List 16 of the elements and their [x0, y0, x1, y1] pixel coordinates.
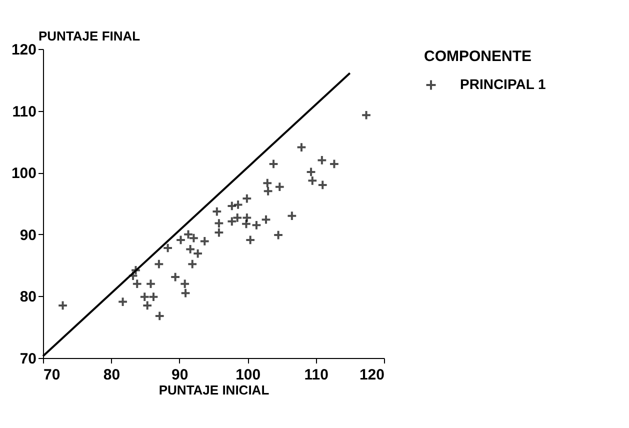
x-tick-label: 110: [304, 366, 328, 384]
y-tick-label: 80: [20, 288, 36, 306]
y-axis-title: PUNTAJE FINAL: [38, 28, 140, 44]
y-tick-label: 100: [11, 165, 36, 182]
x-axis-title: PUNTAJE INICIAL: [158, 382, 270, 398]
y-tick-label: 120: [11, 42, 36, 58]
x-tick-label: 100: [236, 366, 261, 384]
x-tick-label: 90: [172, 366, 188, 384]
y-tick-label: 110: [12, 103, 36, 120]
legend-title: COMPONENTE: [424, 48, 532, 65]
x-tick-label: 80: [103, 366, 120, 384]
x-tick-label: 120: [359, 366, 384, 384]
x-tick-label: 70: [44, 366, 60, 384]
legend-label: PRINCIPAL 1: [460, 76, 546, 92]
y-tick-label: 90: [20, 226, 36, 244]
y-tick-label: 70: [20, 350, 36, 368]
